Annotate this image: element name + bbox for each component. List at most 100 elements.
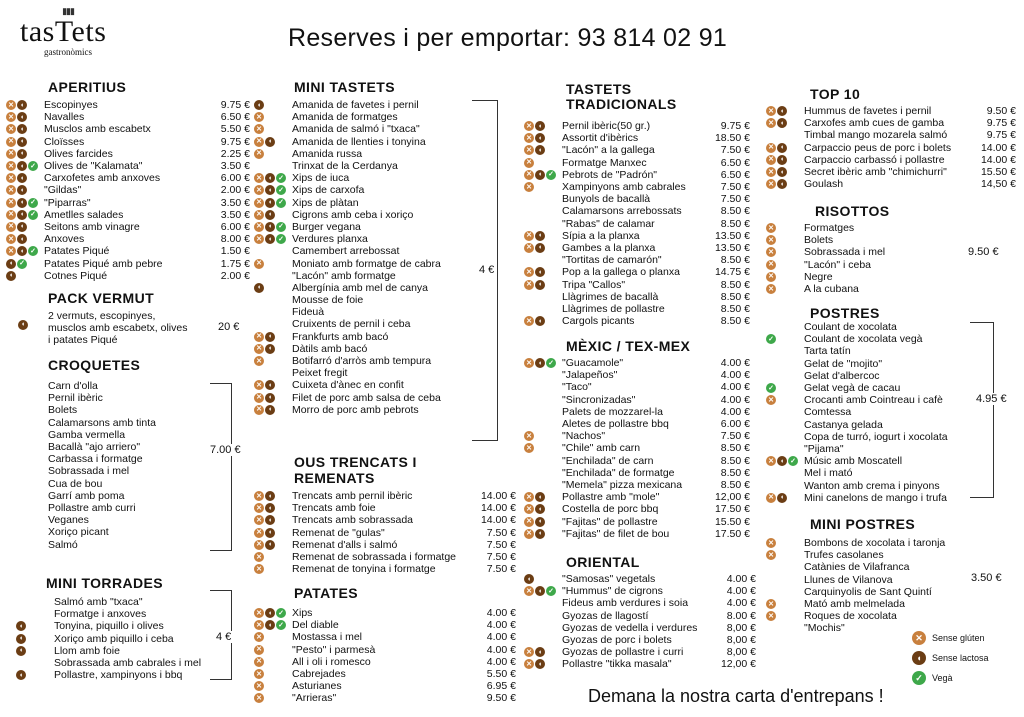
lactose-free-icon: ◖ [535, 145, 545, 156]
menu-item-name: Pollastre amb "mole" [562, 491, 660, 504]
menu-item: ✕ ◖ Navalles 6.50 € [6, 111, 250, 123]
menu-item: ✕ ◖ Carpaccio carbassó i pollastre 14.00 € [766, 154, 1016, 166]
menu-item: ✕ ◖ Mini canelons de mango i trufa [766, 492, 972, 504]
lactose-free-icon: ◖ [265, 527, 275, 538]
lactose-free-icon: ◖ [777, 167, 787, 178]
gluten-free-icon: ✕ [766, 492, 776, 503]
menu-item-price: 14.00 € [480, 490, 516, 503]
menu-item-name: Mostassa i mel [292, 631, 363, 644]
diet-icons: ◖ [524, 574, 562, 585]
lactose-free-icon: ◖ [777, 492, 787, 503]
menu-item: ✕ All i oli i romesco 4.00 € [254, 656, 516, 668]
gluten-free-icon: ✕ [524, 528, 534, 539]
lactose-free-icon: ◖ [17, 246, 27, 257]
menu-item: Palets de mozzarel-la 4.00 € [524, 406, 750, 418]
menu-item-name: Xips de plàtan [292, 196, 359, 209]
diet-icons: ✕ ◖ [6, 124, 44, 135]
gluten-free-icon: ✕ [524, 358, 534, 369]
lactose-free-icon: ◖ [17, 148, 27, 159]
menu-item: ✕ ◖ Olives farcides 2.25 € [6, 148, 250, 160]
diet-icons: ✕ ◖ [524, 659, 562, 670]
menu-item: Gyozas de llagostí 8.00 € [524, 610, 756, 622]
oriental-list: ◖ "Samosas" vegetals 4.00 € ✕ ◖ ✓ "Hummus" de … [524, 573, 756, 671]
menu-item-price: 8.50 € [720, 478, 750, 491]
menu-item: Gyozas de vedella i verdures 8,00 € [524, 622, 756, 634]
menu-item-name: Formatge Manxec [562, 156, 647, 169]
menu-item: Salmó [48, 538, 208, 551]
vegan-icon: ✓ [28, 161, 38, 172]
aperitius-list: ✕ ◖ Escopinyes 9.75 € ✕ ◖ Navalles 6.50 € ✕ ◖ Musc… [6, 99, 250, 282]
gluten-free-icon: ✕ [524, 659, 534, 670]
vegan-icon: ✓ [546, 358, 556, 369]
menu-item: ✕ Amanida russa [254, 148, 476, 160]
menu-item-name: "Hummus" de cigrons [562, 585, 663, 598]
menu-item-name: Olives farcides [44, 147, 113, 160]
menu-item-price: 8.50 € [720, 315, 750, 328]
menu-item-name: Calamarsons amb tinta [48, 416, 156, 429]
menu-item-name: Ametlles salades [44, 208, 124, 221]
menu-item-name: Secret ibèric amb "chimichurri" [804, 166, 947, 179]
menu-item-name: Bacallà "ajo arriero" [48, 441, 141, 454]
patates-list: ✕ ◖ ✓ Xips 4.00 € ✕ ◖ ✓ Del diable 4.00 € ✕ Mostass… [254, 607, 516, 705]
menu-item-name: Moniato amb formatge de cabra [292, 257, 441, 270]
diet-icons: ✕ ◖ [254, 515, 292, 526]
menu-item-price: 13.50 € [714, 229, 750, 242]
postres-price: 4.95 € [974, 393, 1009, 405]
menu-item: Trinxat de la Cerdanya [254, 160, 476, 172]
menu-item-name: Pollastre "tikka masala" [562, 658, 672, 671]
menu-item: ✕ ◖ ✓ Patates Piqué 1.50 € [6, 245, 250, 257]
menu-item-name: Cuixeta d'ànec en confit [292, 379, 404, 392]
gluten-free-icon: ✕ [524, 230, 534, 241]
pack-lactose-free-icon: ◖ [18, 313, 28, 331]
gluten-free-icon: ✕ [524, 182, 534, 193]
gluten-free-icon: ✕ [254, 197, 264, 208]
menu-item: ✕ Xampinyons amb cabrales 7.50 € [524, 181, 750, 193]
diet-icons: ◖ [6, 270, 44, 281]
menu-item-name: Botifarró d'arròs amb tempura [292, 355, 432, 368]
menu-item-price: 9.75 € [986, 117, 1016, 130]
menu-item-price: 15.50 € [714, 515, 750, 528]
menu-item-name: Pernil ibèric(50 gr.) [562, 120, 651, 133]
menu-item: Llàgrimes de bacallà 8.50 € [524, 291, 750, 303]
diet-icons: ✕ ◖ ✓ [254, 197, 292, 208]
menu-item-price: 8.50 € [720, 442, 750, 455]
menu-item: ✕ ◖ ✓ Xips de iuca [254, 172, 476, 184]
gluten-free-icon: ✕ [254, 331, 264, 342]
menu-item-price: 4.00 € [726, 597, 756, 610]
menu-item-name: Carpaccio peus de porc i bolets [804, 141, 952, 154]
menu-item-name: Llàgrimes de pollastre [562, 302, 665, 315]
menu-item: Fideuà [254, 306, 476, 318]
diet-icons: ✕ ◖ [766, 167, 804, 178]
menu-item-price: 14,50 € [980, 178, 1016, 191]
menu-item: ✕ ◖ Anxoves 8.00 € [6, 233, 250, 245]
menu-item: ✕ ◖ ✓ Del diable 4.00 € [254, 619, 516, 631]
menu-item-price: 7.50 € [486, 526, 516, 539]
diet-icons: ✕ ◖ ✓ [6, 197, 44, 208]
gluten-free-icon: ✕ [6, 185, 16, 196]
menu-item-name: "Gildas" [44, 184, 82, 197]
menu-item-price: 8.50 € [720, 290, 750, 303]
menu-item-name: Patates Piqué [44, 245, 110, 258]
legend-label: Sense lactosa [932, 653, 989, 663]
menu-item-name: Xips de iuca [292, 172, 350, 185]
menu-item-name: Pebrots de "Padrón" [562, 168, 658, 181]
menu-item-name: Albergínia amb mel de canya [292, 281, 428, 294]
gluten-free-icon: ✕ [6, 234, 16, 245]
menu-item-price: 8,00 € [726, 646, 756, 659]
menu-item: Xoriço picant [48, 526, 208, 538]
lactose-free-icon: ◖ [17, 100, 27, 111]
menu-item: ✕ Botifarró d'arròs amb tempura [254, 355, 476, 367]
diet-icons: ✕ ◖ [524, 528, 562, 539]
legend-row: ✓ Vegà [912, 668, 1018, 688]
gluten-free-icon: ✕ [254, 404, 264, 415]
menu-item-name: Filet de porc amb salsa de ceba [292, 391, 441, 404]
section-title-tradicionals-line1: TASTETS [566, 81, 632, 97]
diet-icons: ✕ [766, 259, 804, 270]
vegan-icon: ✓ [17, 258, 27, 269]
menu-item-name: Xoriço picant [48, 526, 109, 539]
diet-icons: ✕ ◖ [524, 121, 562, 132]
menu-item-price: 9.75 € [220, 99, 250, 112]
lactose-free-icon: ◖ [265, 136, 275, 147]
gluten-free-icon: ✕ [254, 343, 264, 354]
gluten-free-icon: ✕ [524, 145, 534, 156]
